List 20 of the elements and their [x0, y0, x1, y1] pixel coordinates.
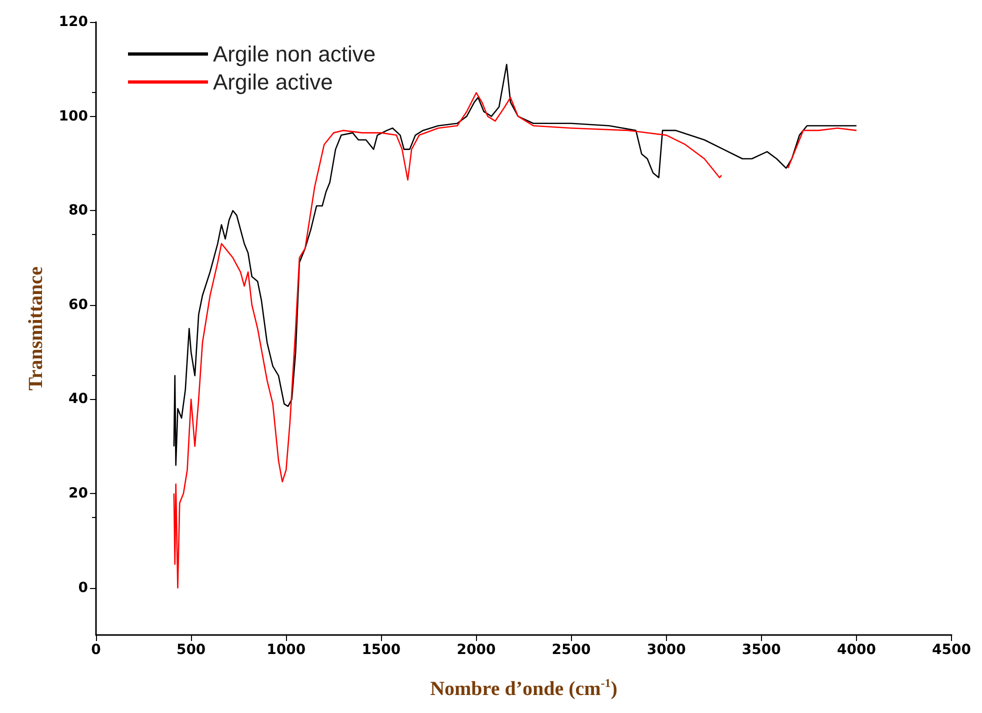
legend-label: Argile active	[213, 70, 333, 94]
x-tick-label: 3500	[742, 642, 782, 658]
legend-label: Argile non active	[213, 42, 376, 66]
y-tick-label: 60	[68, 296, 88, 313]
x-tick-label: 2000	[456, 642, 496, 658]
y-tick-label: 120	[58, 14, 88, 30]
x-tick-label: 1500	[362, 642, 401, 658]
x-tick-label: 4500	[932, 642, 972, 658]
x-tick-label: 3000	[646, 642, 686, 658]
y-axis-title: Transmittance	[25, 266, 47, 391]
x-tick-label: 500	[176, 642, 206, 658]
y-tick-label: 80	[68, 202, 88, 219]
x-tick-label: 0	[91, 642, 102, 658]
y-tick-label: 100	[58, 108, 88, 124]
x-tick-label: 4000	[836, 642, 876, 658]
x-tick-label: 1000	[266, 642, 306, 658]
y-tick-label: 20	[68, 486, 88, 502]
x-tick-label: 2500	[552, 642, 592, 658]
y-tick-label: 40	[68, 391, 88, 408]
y-tick-label: 0	[78, 580, 88, 596]
